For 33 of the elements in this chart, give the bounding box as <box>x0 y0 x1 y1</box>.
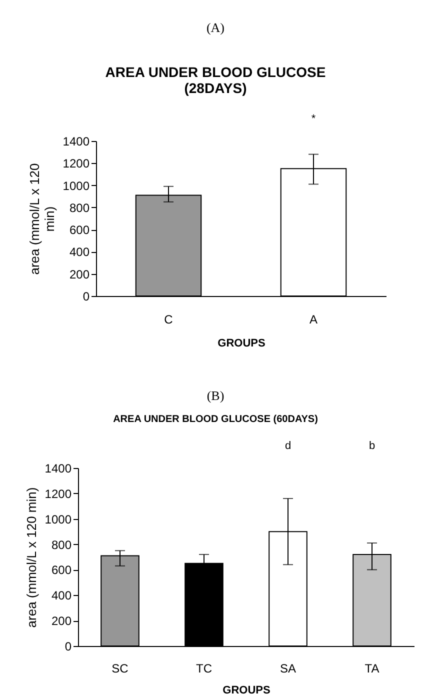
text: (A) <box>205 20 226 36</box>
y-tick-label: 800 <box>51 538 72 552</box>
y-tick-label: 600 <box>69 223 90 238</box>
x-axis-title: GROUPS <box>218 338 266 350</box>
x-tick-label: TC <box>196 662 212 676</box>
y-tick-label: 200 <box>51 614 72 628</box>
y-tick-label: 1000 <box>44 512 72 526</box>
text: (B) <box>206 388 226 404</box>
y-tick-label: 1000 <box>62 178 90 193</box>
y-tick-label: 0 <box>82 290 90 304</box>
chart-title: AREA UNDER BLOOD GLUCOSE (28DAYS) <box>104 64 327 96</box>
x-tick-label: SA <box>280 662 296 676</box>
x-tick-label: C <box>164 312 174 326</box>
text: b <box>368 440 376 452</box>
y-tick-label: 200 <box>69 267 90 282</box>
x-tick-label: SC <box>112 662 129 676</box>
y-tick-label: 800 <box>69 200 90 215</box>
y-tick-label: 1200 <box>62 156 90 171</box>
y-tick-label: 1400 <box>62 134 90 148</box>
text: d <box>284 440 292 452</box>
text: * <box>311 113 316 125</box>
y-tick-label: 1400 <box>44 462 72 476</box>
chart-title: AREA UNDER BLOOD GLUCOSE (60DAYS) <box>112 414 319 425</box>
y-axis-title: area (mmol/L x 120 min) <box>26 163 57 275</box>
y-axis-title: area (mmol/L x 120 min) <box>24 487 39 628</box>
y-tick-label: 600 <box>51 563 72 578</box>
x-axis-title: GROUPS <box>222 684 270 696</box>
y-tick-label: 1200 <box>44 486 72 501</box>
y-tick-label: 400 <box>51 588 72 603</box>
x-tick-label: TA <box>364 662 380 676</box>
y-tick-label: 400 <box>69 245 90 260</box>
y-tick-label: 0 <box>64 640 72 654</box>
x-tick-label: A <box>309 312 318 326</box>
